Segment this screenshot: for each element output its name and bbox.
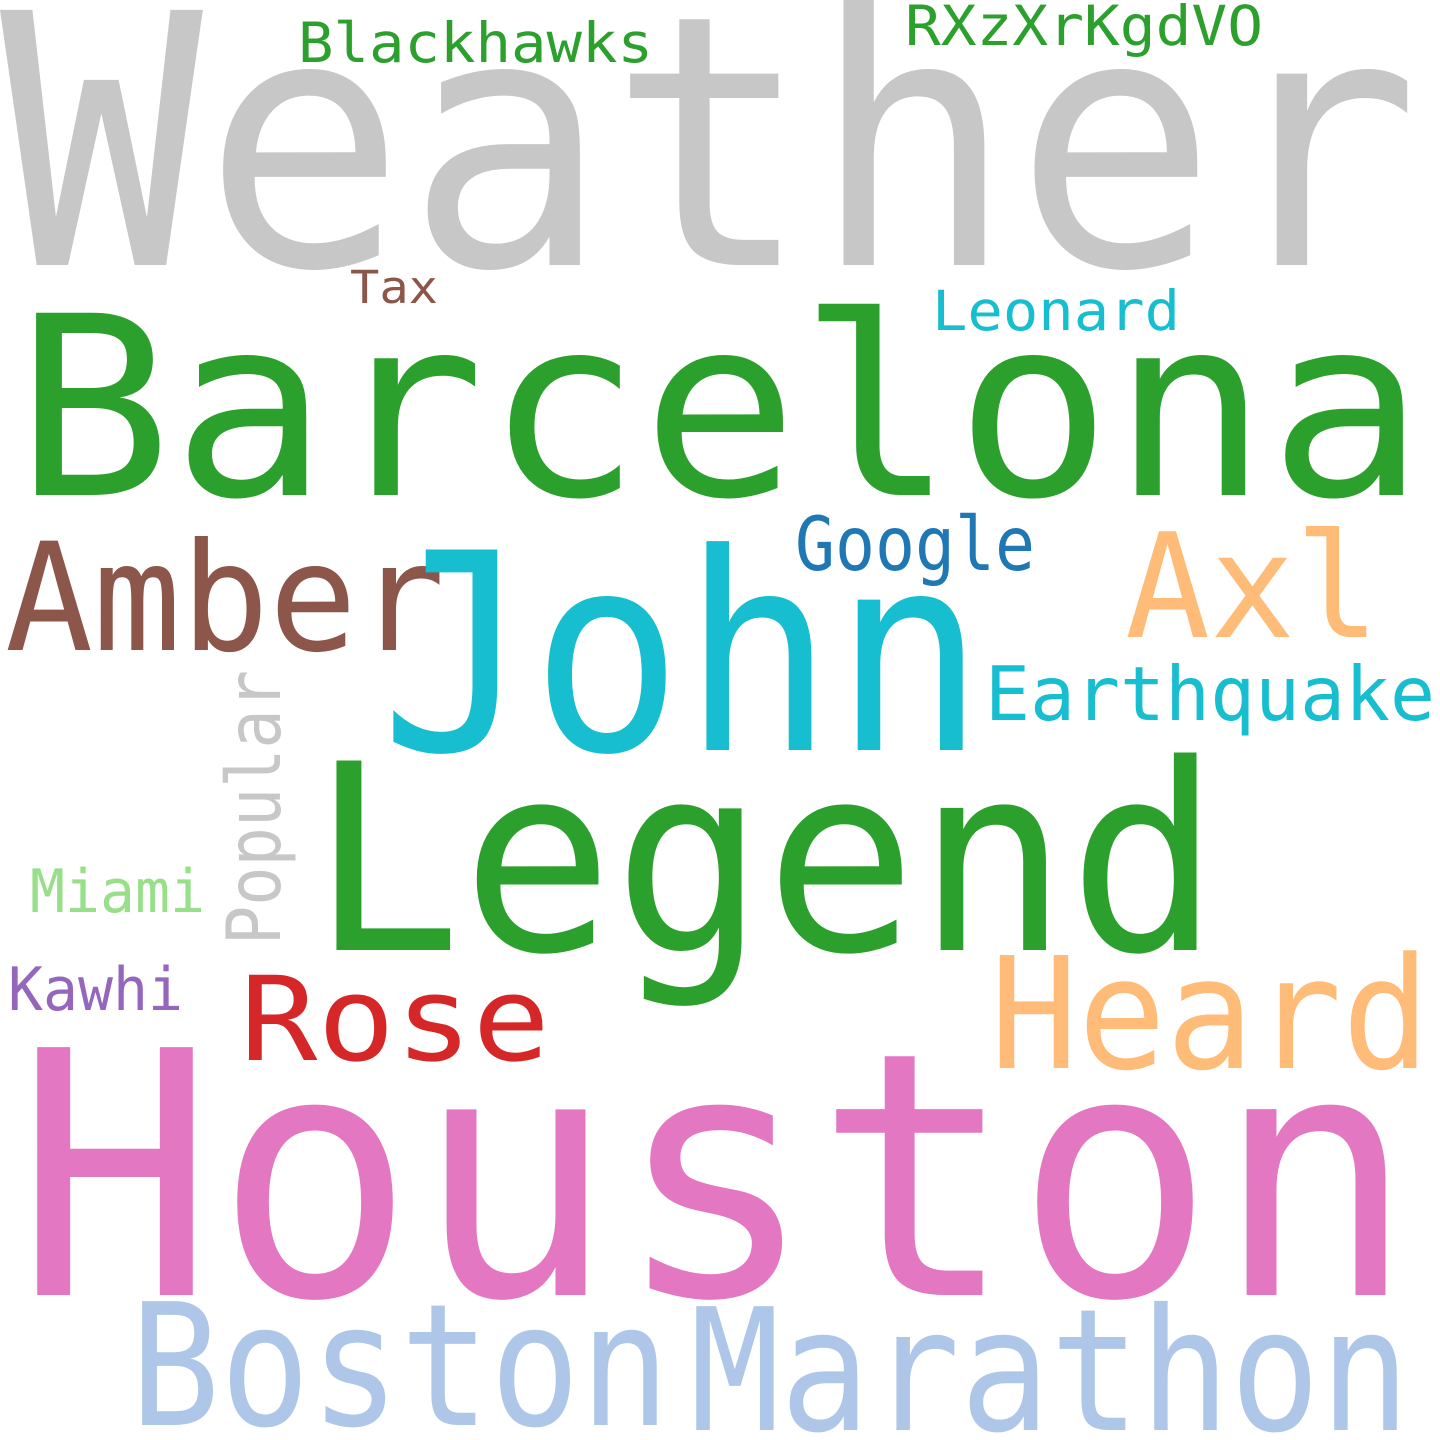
word: John xyxy=(380,495,985,815)
word: Kawhi xyxy=(8,955,183,1025)
word: Miami xyxy=(30,857,205,927)
word: Boston xyxy=(130,1268,670,1440)
word: Marathon xyxy=(690,1273,1410,1440)
word: Blackhawks xyxy=(298,11,653,75)
word: Tax xyxy=(350,261,438,314)
word: Google xyxy=(795,500,1035,588)
word: Legend xyxy=(310,710,1220,1012)
word: Barcelona xyxy=(15,263,1425,554)
word: Leonard xyxy=(932,279,1180,343)
word: Houston xyxy=(15,980,1415,1376)
word: Amber xyxy=(5,512,445,686)
word: Heard xyxy=(990,924,1430,1105)
word: Earthquake xyxy=(985,650,1435,738)
word: Axl xyxy=(1125,503,1380,672)
word: Rose xyxy=(240,951,550,1088)
word: Popular xyxy=(210,670,298,945)
word: RXzXrKgdVO xyxy=(905,0,1263,58)
word: Weather xyxy=(0,0,1420,348)
